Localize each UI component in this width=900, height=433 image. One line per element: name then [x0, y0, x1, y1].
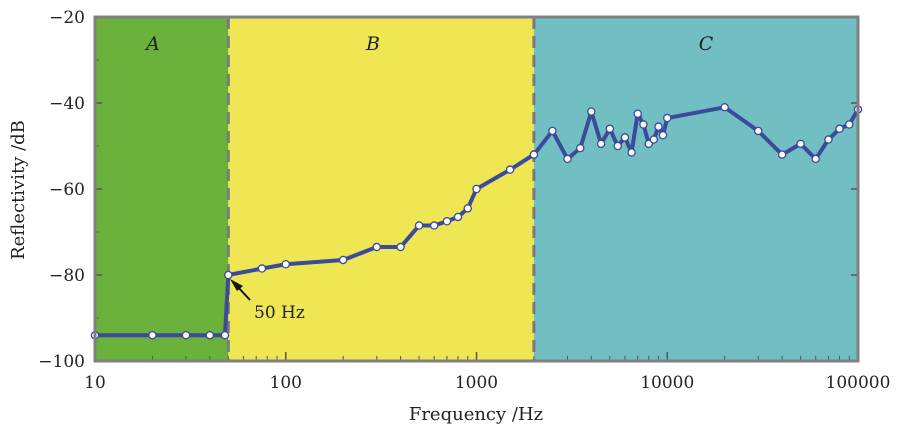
data-point [338, 255, 348, 265]
data-point [654, 122, 663, 131]
data-point [796, 139, 805, 149]
data-point [639, 120, 648, 129]
x-tick-label: 100 [270, 373, 302, 393]
data-point [663, 113, 672, 123]
y-tick-label: −20 [49, 8, 85, 28]
plot-frame [93, 15, 860, 363]
data-point [754, 126, 763, 136]
x-tick-label: 100000 [826, 373, 891, 393]
data-point [372, 242, 382, 252]
region-b [228, 17, 534, 361]
data-point [396, 242, 405, 252]
data-point [220, 330, 230, 340]
series-layer [90, 103, 863, 340]
y-tick-label: −60 [49, 180, 85, 200]
regions-layer [95, 17, 858, 361]
data-point [587, 107, 596, 116]
data-point [811, 154, 820, 164]
y-axis-title: Reflectivity /dB [8, 120, 29, 260]
series-line [95, 105, 860, 338]
annotation-arrow-head [230, 279, 243, 291]
data-point [529, 150, 539, 159]
data-point [576, 143, 585, 153]
data-point [257, 264, 267, 273]
region-label-b: B [365, 33, 380, 55]
x-tick-label: 10000 [640, 373, 694, 393]
data-point [563, 154, 572, 164]
data-point [429, 221, 439, 230]
data-point [463, 204, 473, 213]
x-axis-title: Frequency /Hz [409, 404, 543, 425]
data-point [845, 120, 854, 129]
data-point [620, 133, 630, 142]
data-point [472, 184, 481, 194]
data-point [548, 126, 557, 136]
x-tick-label: 10 [84, 373, 106, 393]
region-label-c: C [699, 33, 714, 55]
data-point [205, 330, 215, 340]
data-point [658, 130, 668, 140]
annotation-50hz-label: 50 Hz [254, 303, 305, 323]
x-tick-label: 1000 [455, 373, 498, 393]
data-point [148, 330, 157, 340]
data-point [505, 165, 515, 174]
region-a [95, 17, 229, 361]
data-point [649, 135, 659, 144]
data-point [720, 103, 729, 112]
y-tick-label: −100 [38, 352, 85, 372]
annotation-50hz: 50 Hz [230, 279, 305, 323]
data-point [442, 216, 452, 226]
data-point [627, 148, 636, 157]
data-point [453, 212, 463, 222]
data-point [224, 270, 233, 280]
data-point [596, 139, 606, 149]
data-point [414, 221, 424, 230]
y-tick-label: −80 [49, 266, 85, 286]
data-point [777, 150, 787, 159]
y-tick-label: −40 [49, 94, 85, 114]
data-point [181, 330, 191, 340]
data-point [605, 124, 615, 134]
data-point [281, 259, 290, 269]
data-point [633, 109, 642, 119]
data-point [835, 124, 844, 134]
region-label-a: A [144, 33, 160, 55]
data-point [613, 141, 622, 151]
ticks-layer: −100 −80 −60 −40 −20 10 100 1000 10000 100000 [38, 8, 890, 393]
region-c [533, 17, 858, 361]
data-point [824, 135, 833, 144]
